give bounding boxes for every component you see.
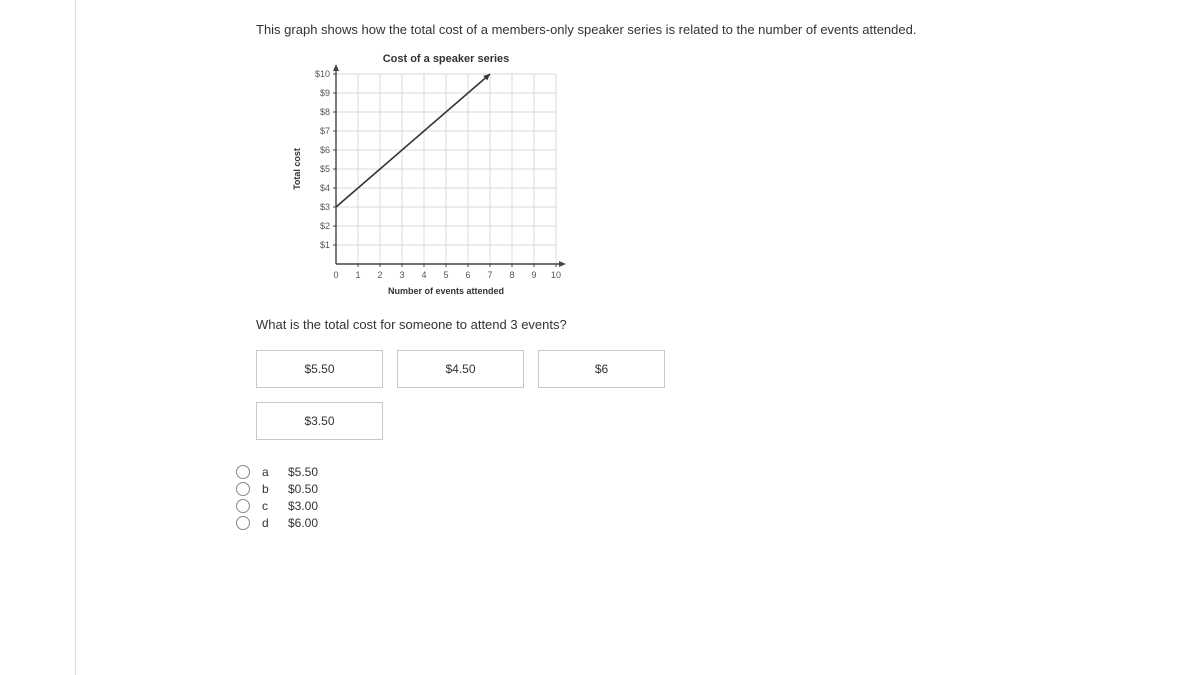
option-value: $0.50 [288, 482, 318, 496]
option-row-c: c $3.00 [236, 499, 956, 513]
chart-container: $1 $2 $3 $4 $5 $6 $7 $8 $9 $10 0 1 2 3 4 5 6 7 8 9 10 Cost of… [286, 48, 956, 307]
svg-text:7: 7 [487, 270, 492, 280]
svg-text:10: 10 [551, 270, 561, 280]
svg-text:$4: $4 [320, 183, 330, 193]
option-letter: c [262, 499, 276, 513]
option-value: $3.00 [288, 499, 318, 513]
svg-text:3: 3 [399, 270, 404, 280]
radio-c[interactable] [236, 499, 250, 513]
svg-text:$7: $7 [320, 126, 330, 136]
svg-text:$5: $5 [320, 164, 330, 174]
svg-text:Cost of a speaker series: Cost of a speaker series [383, 53, 510, 65]
option-letter: a [262, 465, 276, 479]
svg-text:0: 0 [333, 270, 338, 280]
svg-text:$10: $10 [315, 69, 330, 79]
svg-text:$9: $9 [320, 88, 330, 98]
option-row-a: a $5.50 [236, 465, 956, 479]
cost-chart: $1 $2 $3 $4 $5 $6 $7 $8 $9 $10 0 1 2 3 4 5 6 7 8 9 10 Cost of… [286, 48, 576, 304]
svg-text:8: 8 [509, 270, 514, 280]
svg-text:$3: $3 [320, 202, 330, 212]
svg-text:$1: $1 [320, 240, 330, 250]
svg-text:$6: $6 [320, 145, 330, 155]
svg-text:Total cost: Total cost [292, 148, 302, 190]
radio-b[interactable] [236, 482, 250, 496]
option-row-b: b $0.50 [236, 482, 956, 496]
svg-text:Number of events attended: Number of events attended [388, 286, 504, 296]
question-intro: This graph shows how the total cost of a… [256, 20, 956, 40]
answer-box-group: $5.50 $4.50 $6 $3.50 [256, 350, 716, 440]
svg-text:4: 4 [421, 270, 426, 280]
option-value: $6.00 [288, 516, 318, 530]
radio-options: a $5.50 b $0.50 c $3.00 d $6.00 [236, 465, 956, 530]
answer-box-2[interactable]: $6 [538, 350, 665, 388]
option-letter: d [262, 516, 276, 530]
svg-text:1: 1 [355, 270, 360, 280]
svg-text:$8: $8 [320, 107, 330, 117]
svg-text:5: 5 [443, 270, 448, 280]
svg-text:9: 9 [531, 270, 536, 280]
option-value: $5.50 [288, 465, 318, 479]
svg-text:6: 6 [465, 270, 470, 280]
option-row-d: d $6.00 [236, 516, 956, 530]
answer-box-3[interactable]: $3.50 [256, 402, 383, 440]
svg-text:$2: $2 [320, 221, 330, 231]
radio-a[interactable] [236, 465, 250, 479]
answer-box-0[interactable]: $5.50 [256, 350, 383, 388]
question-prompt: What is the total cost for someone to at… [256, 317, 956, 332]
option-letter: b [262, 482, 276, 496]
answer-box-1[interactable]: $4.50 [397, 350, 524, 388]
radio-d[interactable] [236, 516, 250, 530]
svg-text:2: 2 [377, 270, 382, 280]
